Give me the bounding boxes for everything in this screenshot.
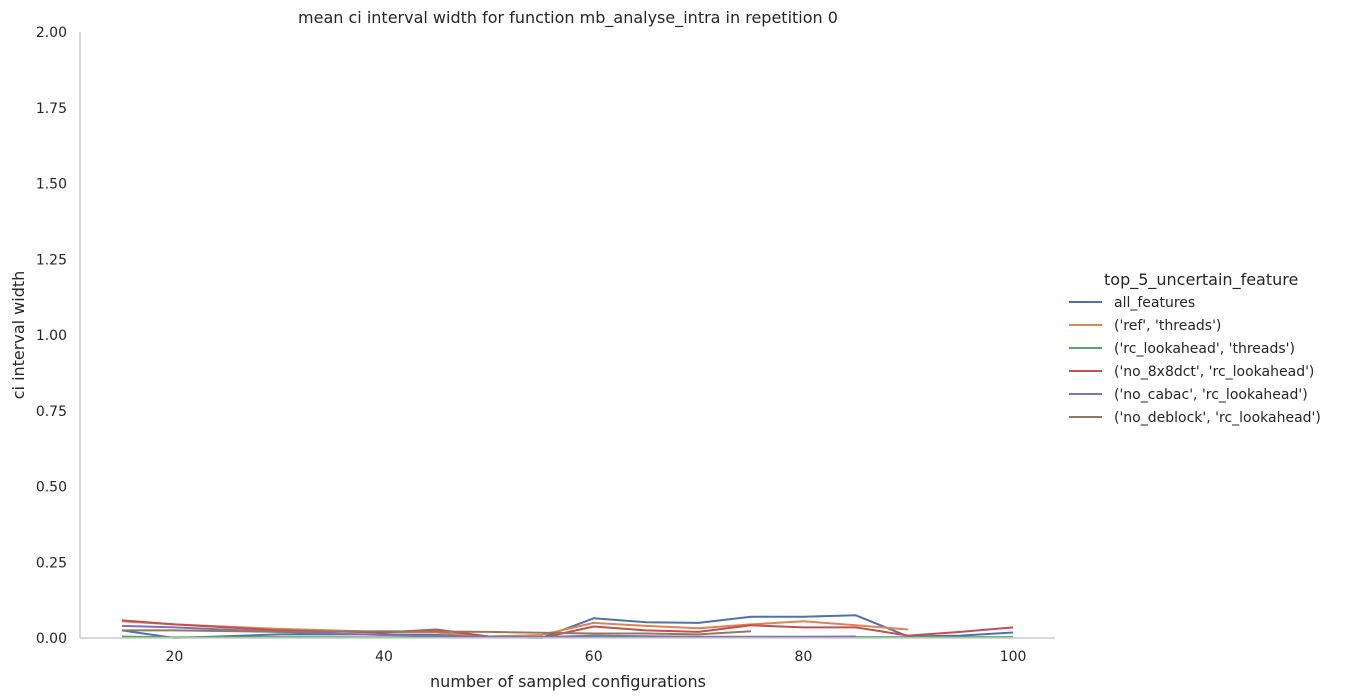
- legend-item: ('no_deblock', 'rc_lookahead'): [1069, 410, 1321, 426]
- x-tick-label: 60: [585, 649, 603, 665]
- series-line-5: [121, 629, 752, 636]
- legend-item: ('no_8x8dct', 'rc_lookahead'): [1069, 364, 1314, 380]
- y-tick-label: 0.75: [36, 404, 67, 420]
- x-axis-ticks: 20 40 60 80 100: [165, 649, 1026, 665]
- legend: top_5_uncertain_feature all_features ('re…: [1069, 270, 1321, 426]
- x-tick-label: 40: [375, 649, 393, 665]
- y-tick-label: 1.25: [36, 252, 67, 268]
- legend-label: ('no_8x8dct', 'rc_lookahead'): [1114, 364, 1314, 380]
- y-tick-label: 1.50: [36, 177, 67, 193]
- chart-title: mean ci interval width for function mb_a…: [298, 8, 838, 28]
- y-tick-label: 2.00: [36, 25, 67, 41]
- legend-label: ('no_deblock', 'rc_lookahead'): [1114, 410, 1321, 426]
- y-axis-ticks: 0.00 0.25 0.50 0.75 1.00 1.25 1.50 1.75 2.00: [36, 25, 67, 647]
- legend-label: all_features: [1114, 295, 1195, 311]
- legend-label: ('ref', 'threads'): [1114, 318, 1221, 334]
- y-tick-label: 0.25: [36, 555, 67, 571]
- legend-item: ('rc_lookahead', 'threads'): [1069, 341, 1295, 357]
- y-tick-label: 1.75: [36, 101, 67, 117]
- legend-title: top_5_uncertain_feature: [1104, 270, 1298, 290]
- x-tick-label: 100: [1000, 649, 1027, 665]
- legend-item: ('no_cabac', 'rc_lookahead'): [1069, 387, 1308, 403]
- y-tick-label: 0.50: [36, 480, 67, 496]
- series-line-4: [121, 624, 856, 639]
- legend-item: all_features: [1069, 295, 1195, 311]
- series-line-1: [121, 620, 909, 638]
- y-tick-label: 1.00: [36, 328, 67, 344]
- legend-label: ('rc_lookahead', 'threads'): [1114, 341, 1295, 357]
- y-tick-label: 0.00: [36, 631, 67, 647]
- y-axis-label: ci interval width: [9, 271, 28, 400]
- legend-label: ('no_cabac', 'rc_lookahead'): [1114, 387, 1308, 403]
- legend-items: all_features ('ref', 'threads') ('rc_looka…: [1069, 295, 1321, 426]
- x-axis-label: number of sampled configurations: [430, 672, 706, 691]
- x-tick-label: 20: [165, 649, 183, 665]
- plot-area: [121, 614, 1014, 639]
- legend-item: ('ref', 'threads'): [1069, 318, 1221, 334]
- x-tick-label: 80: [794, 649, 812, 665]
